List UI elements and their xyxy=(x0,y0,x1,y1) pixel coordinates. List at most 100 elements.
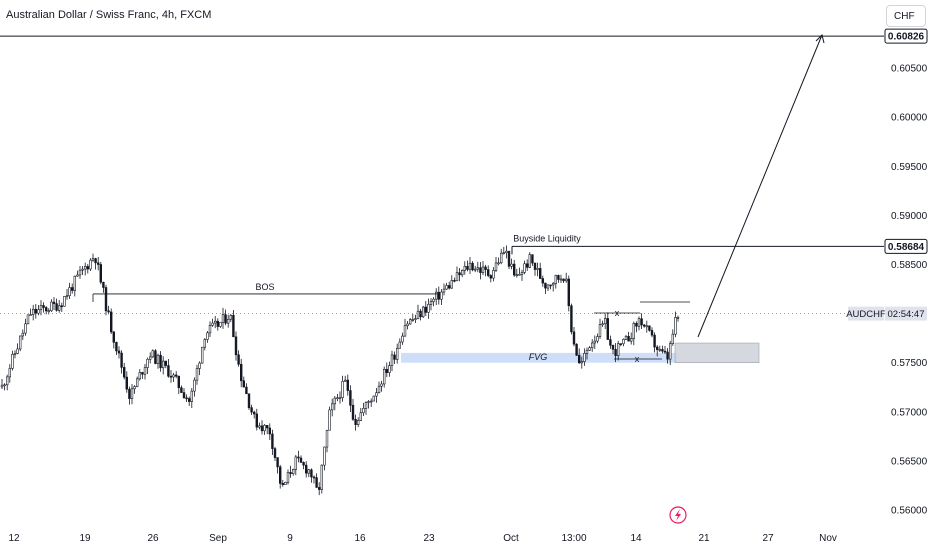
candle-body xyxy=(354,419,357,425)
x-tick-label: Oct xyxy=(503,533,519,544)
candle-body xyxy=(330,403,334,411)
candle-body xyxy=(473,268,477,271)
candle-body xyxy=(76,274,79,277)
candle-body xyxy=(380,383,383,387)
candle-body xyxy=(312,476,316,479)
candle-body xyxy=(440,291,443,300)
candle-body xyxy=(299,457,303,463)
candle-body xyxy=(21,332,24,337)
candle-body xyxy=(559,278,563,281)
candle-body xyxy=(512,263,516,276)
candle-body xyxy=(458,272,461,276)
candle-body xyxy=(232,314,235,338)
candle-body xyxy=(247,393,251,408)
candle-body xyxy=(346,379,349,391)
candle-body xyxy=(671,333,675,344)
candle-body xyxy=(294,456,297,470)
candle-body xyxy=(593,340,597,344)
candle-body xyxy=(390,354,394,366)
candle-body xyxy=(315,477,318,488)
projection-arrow-head xyxy=(815,34,825,44)
candle-body xyxy=(577,354,581,364)
candle-body xyxy=(133,386,136,390)
candle-body xyxy=(572,331,576,345)
candle-body xyxy=(507,250,511,267)
candle-body xyxy=(460,270,464,276)
price-level-tag-text: 0.58684 xyxy=(888,242,925,253)
candle-body xyxy=(401,335,404,343)
chart-title: Australian Dollar / Swiss Franc, 4h, FXC… xyxy=(6,9,212,21)
candle-body xyxy=(255,413,258,428)
candle-body xyxy=(78,269,82,276)
candle-body xyxy=(26,314,30,325)
candle-body xyxy=(432,298,435,302)
y-tick-label: 0.59500 xyxy=(891,162,928,173)
candle-body xyxy=(112,331,116,343)
candle-body xyxy=(271,433,274,449)
y-tick-label: 0.58500 xyxy=(891,260,928,271)
candle-body xyxy=(554,275,558,284)
candle-body xyxy=(362,408,365,414)
candle-body xyxy=(406,323,409,326)
candle-body xyxy=(437,291,440,300)
candle-body xyxy=(520,272,524,275)
candle-body xyxy=(240,363,243,382)
candle-body xyxy=(416,310,420,319)
candle-body xyxy=(284,481,287,486)
candle-body xyxy=(221,314,225,323)
candle-body xyxy=(377,385,381,394)
candle-body xyxy=(658,349,662,351)
candle-body xyxy=(229,314,232,320)
x-tick-label: 12 xyxy=(8,533,20,544)
candle-body xyxy=(94,258,97,264)
candle-body xyxy=(421,306,425,318)
candle-body xyxy=(68,287,71,297)
candle-body xyxy=(268,427,271,435)
candle-body xyxy=(479,267,482,273)
candle-body xyxy=(445,285,448,290)
candle-body xyxy=(466,266,469,270)
candle-body xyxy=(453,280,456,282)
candle-body xyxy=(668,343,672,360)
candle-body xyxy=(645,325,649,328)
candle-body xyxy=(5,376,9,386)
currency-button[interactable]: CHF xyxy=(886,5,926,27)
candle-body xyxy=(291,469,295,474)
projection-arrow xyxy=(697,34,823,338)
countdown-tag-text: 02:54:47 xyxy=(888,309,925,320)
candle-body xyxy=(260,425,264,432)
candle-body xyxy=(13,353,17,355)
candle-body xyxy=(273,448,277,458)
candle-body xyxy=(549,284,552,287)
y-tick-label: 0.57500 xyxy=(891,358,928,369)
candle-body xyxy=(136,378,139,387)
candle-body xyxy=(395,347,399,360)
y-tick-label: 0.59000 xyxy=(891,211,928,222)
candle-body xyxy=(11,354,14,369)
candle-body xyxy=(307,469,310,474)
candle-body xyxy=(375,392,378,397)
candle-body xyxy=(115,341,118,352)
candle-body xyxy=(484,266,487,270)
candle-body xyxy=(624,336,628,340)
candle-body xyxy=(564,278,568,282)
candle-body xyxy=(497,262,500,265)
candle-body xyxy=(676,317,680,319)
candle-body xyxy=(128,388,131,399)
x-tick-label: 21 xyxy=(698,533,710,544)
lightning-icon xyxy=(669,506,687,524)
candle-body xyxy=(276,457,279,468)
candle-body xyxy=(81,268,84,271)
candle-body xyxy=(424,306,427,313)
candle-body xyxy=(450,280,453,289)
candle-body xyxy=(528,254,532,268)
candle-body xyxy=(627,336,630,342)
candle-body xyxy=(655,346,659,350)
symbol-tag-text: AUDCHF xyxy=(846,309,886,320)
candle-body xyxy=(149,356,152,360)
candle-body xyxy=(8,368,11,378)
y-tick-label: 0.60000 xyxy=(891,113,928,124)
candle-body xyxy=(245,386,248,395)
candle-body xyxy=(328,409,331,431)
